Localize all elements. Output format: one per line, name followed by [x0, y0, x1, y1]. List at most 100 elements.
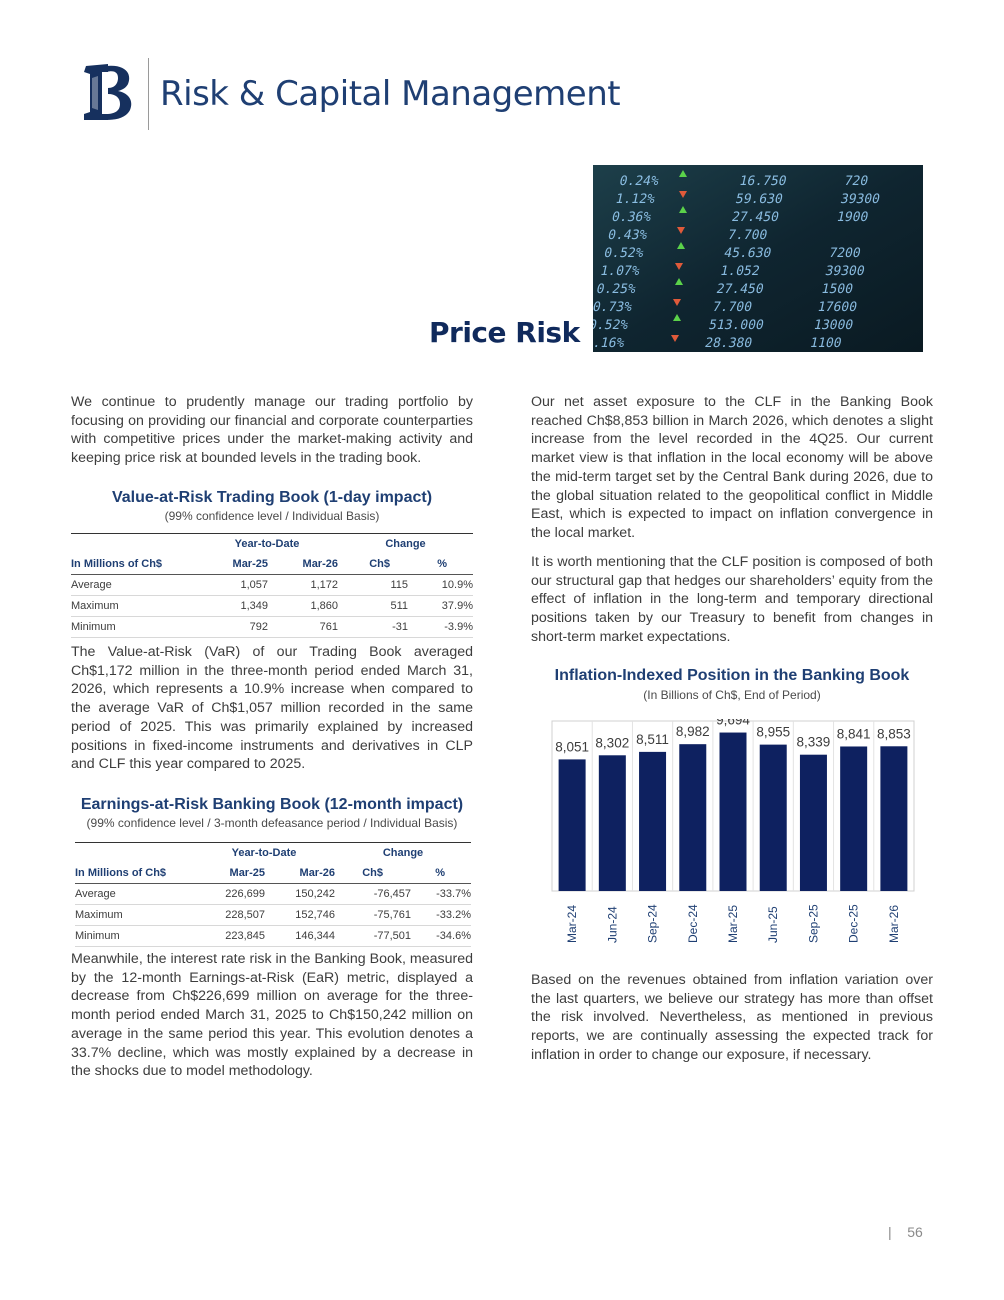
page-header-title: Risk & Capital Management — [160, 74, 621, 114]
svg-text:16.750: 16.750 — [738, 174, 788, 189]
clf-exposure-paragraph: Our net asset exposure to the CLF in the… — [531, 393, 933, 543]
svg-text:17600: 17600 — [816, 300, 858, 315]
var-col-header: In Millions of Ch$ — [71, 554, 196, 575]
table-cell: 150,242 — [265, 883, 335, 905]
data-label: 8,339 — [797, 735, 831, 750]
ear-col-header: % — [411, 863, 471, 884]
table-row: Maximum 1,349 1,860 511 37.9% — [71, 595, 473, 617]
ear-table-title: Earnings-at-Risk Banking Book (12-month … — [80, 796, 464, 813]
ear-paragraph: Meanwhile, the interest rate risk in the… — [71, 950, 473, 1081]
table-cell: Minimum — [71, 616, 196, 638]
table-cell: 1,860 — [268, 595, 338, 617]
chart-bar — [719, 732, 747, 891]
svg-text:0.52%: 0.52% — [593, 318, 630, 333]
table-cell: Maximum — [75, 904, 193, 926]
intro-paragraph: We continue to prudently manage our trad… — [71, 393, 473, 468]
clf-composition-paragraph: It is worth mentioning that the CLF posi… — [531, 553, 933, 647]
svg-text:0.52%: 0.52% — [603, 246, 645, 261]
var-col-header: Ch$ — [338, 554, 408, 575]
svg-text:7200: 7200 — [828, 246, 863, 261]
table-cell: -31 — [338, 616, 408, 638]
svg-text:513.000: 513.000 — [707, 318, 765, 333]
chart-title: Inflation-Indexed Position in the Bankin… — [554, 667, 910, 684]
ear-col-header: Mar-26 — [265, 863, 335, 884]
table-row: Minimum 223,845 146,344 -77,501 -34.6% — [75, 925, 471, 947]
svg-text:7.700: 7.700 — [726, 228, 768, 243]
data-label: 8,511 — [636, 732, 669, 747]
svg-text:0.24%: 0.24% — [618, 174, 660, 189]
header-divider — [148, 58, 149, 130]
svg-text:1.12%: 1.12% — [614, 192, 656, 207]
svg-text:7.700: 7.700 — [711, 300, 753, 315]
table-cell: -33.7% — [411, 883, 471, 905]
var-table: Year-to-Date Change In Millions of Ch$ M… — [71, 533, 473, 638]
table-cell: 761 — [268, 616, 338, 638]
x-tick-label: Mar-26 — [887, 905, 901, 943]
table-cell: -75,761 — [335, 904, 411, 926]
table-cell: -3.9% — [408, 616, 473, 638]
svg-text:0.43%: 0.43% — [606, 228, 648, 243]
ear-text: Meanwhile, the interest rate risk in the… — [71, 951, 473, 1080]
svg-text:1100: 1100 — [808, 336, 843, 351]
composition-text: It is worth mentioning that the CLF posi… — [531, 554, 933, 645]
svg-text:1500: 1500 — [820, 282, 855, 297]
table-cell: 10.9% — [408, 574, 473, 596]
ear-table-subtitle: (99% confidence level / 3-month defeasan… — [86, 816, 458, 830]
section-title: Price Risk — [429, 316, 580, 349]
table-cell: -76,457 — [335, 883, 411, 905]
svg-text:1.07%: 1.07% — [599, 264, 641, 279]
table-cell: Maximum — [71, 595, 196, 617]
svg-text:720: 720 — [843, 174, 870, 189]
chart-subtitle: (In Billions of Ch$, End of Period) — [643, 688, 821, 702]
table-cell: Average — [71, 574, 196, 596]
table-cell: 223,845 — [193, 925, 265, 947]
x-tick-label: Dec-25 — [847, 904, 861, 943]
svg-text:39300: 39300 — [839, 192, 881, 207]
ear-col-header: Ch$ — [335, 863, 411, 884]
x-tick-label: Sep-25 — [806, 904, 820, 943]
strategy-paragraph: Based on the revenues obtained from infl… — [531, 971, 933, 1065]
table-row: Average 226,699 150,242 -76,457 -33.7% — [75, 883, 471, 905]
svg-text:0.16%: 0.16% — [593, 336, 626, 351]
table-cell: 511 — [338, 595, 408, 617]
table-cell: 1,172 — [268, 574, 338, 596]
svg-text:39300: 39300 — [824, 264, 866, 279]
data-label: 8,841 — [837, 726, 871, 741]
ear-group-change: Change — [382, 847, 424, 859]
data-label: 8,051 — [555, 739, 589, 754]
svg-text:27.450: 27.450 — [715, 282, 765, 297]
table-cell: 115 — [338, 574, 408, 596]
table-cell: -34.6% — [411, 925, 471, 947]
data-label: 9,694 — [716, 719, 750, 728]
svg-text:13000: 13000 — [812, 318, 854, 333]
svg-text:27.450: 27.450 — [730, 210, 780, 225]
x-tick-label: Mar-25 — [726, 905, 740, 943]
table-cell: 146,344 — [265, 925, 335, 947]
svg-text:1.052: 1.052 — [719, 264, 761, 279]
inflation-position-bar-chart: 8,051 Mar-24 8,302 Jun-24 8,511 Sep-24 8,982 De… — [551, 719, 915, 943]
data-label: 8,955 — [756, 725, 790, 740]
ear-table: Year-to-Date Change In Millions of Ch$ M… — [75, 842, 471, 947]
table-cell: 152,746 — [265, 904, 335, 926]
var-col-header: Mar-26 — [268, 554, 338, 575]
var-text: The Value-at-Risk (VaR) of our Trading B… — [71, 644, 473, 773]
svg-text:0.73%: 0.73% — [593, 300, 633, 315]
svg-text:0.36%: 0.36% — [610, 210, 652, 225]
table-cell: 228,507 — [193, 904, 265, 926]
x-tick-label: Jun-24 — [605, 906, 619, 943]
page-number-value: 56 — [907, 1224, 923, 1240]
chart-bar — [880, 746, 908, 891]
data-label: 8,302 — [595, 735, 629, 750]
var-col-header: % — [408, 554, 473, 575]
var-paragraph: The Value-at-Risk (VaR) of our Trading B… — [71, 643, 473, 774]
var-group-ytd: Year-to-Date — [234, 538, 300, 550]
chart-bar — [679, 744, 707, 891]
x-tick-label: Sep-24 — [646, 904, 660, 943]
intro-text: We continue to prudently manage our trad… — [71, 394, 473, 467]
table-cell: -33.2% — [411, 904, 471, 926]
svg-text:1900: 1900 — [835, 210, 870, 225]
table-cell: 37.9% — [408, 595, 473, 617]
var-table-title: Value-at-Risk Trading Book (1-day impact… — [111, 489, 433, 506]
chart-bar — [840, 746, 868, 891]
x-tick-label: Mar-24 — [565, 905, 579, 943]
